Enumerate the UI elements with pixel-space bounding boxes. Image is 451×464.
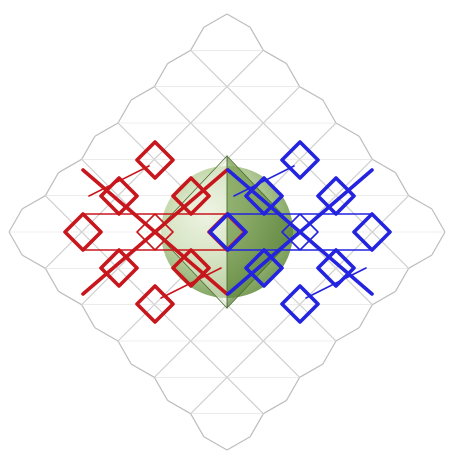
lattice-outer-edge bbox=[408, 195, 433, 210]
lattice-outer-edge bbox=[226, 13, 251, 28]
lattice-outer-edge bbox=[285, 63, 301, 87]
lattice-outer-edge bbox=[299, 86, 324, 101]
lattice-outer-edge bbox=[94, 327, 119, 342]
cell-rhombus bbox=[280, 284, 320, 324]
lattice-outer-edge bbox=[8, 208, 23, 233]
cell-rhombus bbox=[135, 284, 175, 324]
lattice-outer-edge bbox=[285, 377, 301, 401]
lattice-outer-edge bbox=[130, 86, 155, 101]
cell-diagonal bbox=[81, 168, 229, 296]
green-rhombic-dodecahedron-sphere bbox=[154, 154, 300, 310]
lattice-outer-edge bbox=[58, 158, 82, 174]
lattice-outer-edge bbox=[249, 413, 264, 438]
lattice-outer-edge bbox=[8, 231, 23, 256]
lattice-outer-edge bbox=[372, 158, 396, 174]
lattice-outer-edge bbox=[372, 290, 396, 306]
cell-diagonal bbox=[226, 168, 374, 296]
lattice-outer-edge bbox=[153, 63, 169, 87]
lattice-outer-edge bbox=[167, 399, 191, 415]
lattice-outer-edge bbox=[408, 254, 433, 269]
cell-inner-line bbox=[305, 267, 367, 299]
lattice-outer-edge bbox=[94, 122, 119, 137]
cell-rhombus bbox=[135, 140, 175, 180]
lattice-outer-edge bbox=[81, 304, 96, 329]
lattice-outer-edge bbox=[203, 13, 228, 28]
lattice-outer-edge bbox=[153, 377, 169, 401]
lattice-outer-edge bbox=[58, 290, 82, 306]
lattice-outer-edge bbox=[358, 304, 373, 329]
lattice-outer-edge bbox=[203, 436, 228, 451]
lattice-outer-edge bbox=[190, 26, 205, 51]
lattice-outer-edge bbox=[130, 363, 155, 378]
lattice-outer-edge bbox=[263, 49, 287, 65]
lattice-outer-edge bbox=[249, 26, 264, 51]
blue-lattice-cell bbox=[208, 140, 392, 324]
lattice-outer-edge bbox=[167, 49, 191, 65]
red-lattice-cell bbox=[63, 140, 247, 324]
lattice-outer-edge bbox=[263, 399, 287, 415]
cell-rhombus bbox=[99, 248, 139, 288]
lattice-outer-edge bbox=[431, 208, 446, 233]
lattice-outer-edge bbox=[322, 340, 337, 365]
cell-rhombus bbox=[316, 248, 356, 288]
lattice-outer-edge bbox=[226, 436, 251, 451]
lattice-outer-edge bbox=[44, 268, 60, 292]
cell-inner-line bbox=[233, 165, 295, 197]
cell-rhombus bbox=[244, 248, 284, 288]
lattice-outer-edge bbox=[394, 268, 410, 292]
lattice-outer-edge bbox=[190, 413, 205, 438]
cell-inner-line bbox=[160, 267, 222, 299]
lattice-outer-edge bbox=[299, 363, 324, 378]
cell-rhombus bbox=[280, 140, 320, 180]
lattice-outer-edge bbox=[21, 254, 46, 269]
lattice-outer-edge bbox=[431, 231, 446, 256]
lattice-outer-edge bbox=[358, 135, 373, 160]
lattice-outer-edge bbox=[117, 99, 132, 124]
cell-rhombus bbox=[171, 248, 211, 288]
lattice-outer-edge bbox=[335, 327, 360, 342]
lattice-outer-edge bbox=[394, 172, 410, 196]
lattice-outer-edge bbox=[335, 122, 360, 137]
lattice-outer-edge bbox=[322, 99, 337, 124]
lattice-outer-edge bbox=[117, 340, 132, 365]
lattice-outer-edge bbox=[81, 135, 96, 160]
lattice-outer-edge bbox=[21, 195, 46, 210]
cell-inner-line bbox=[88, 165, 150, 197]
lattice-outer-edge bbox=[44, 172, 60, 196]
